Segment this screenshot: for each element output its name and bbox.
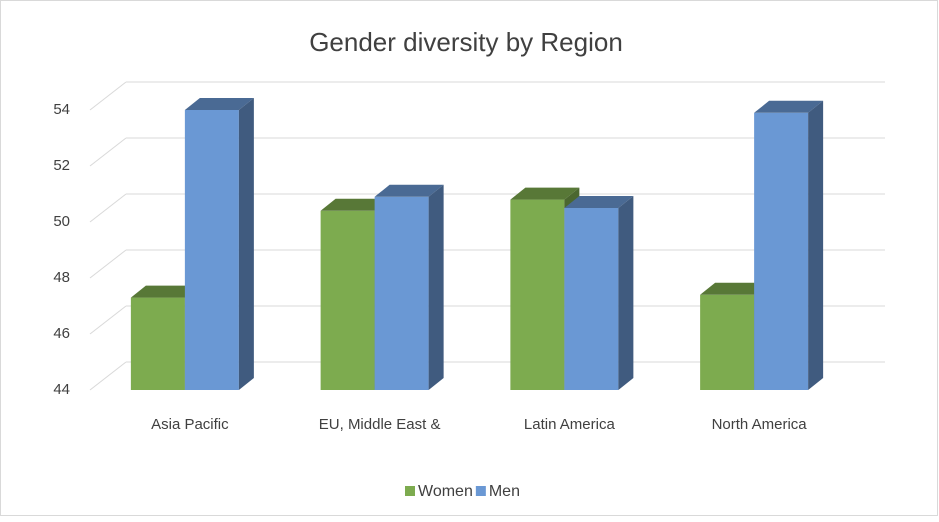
grid-line xyxy=(89,137,127,167)
legend-swatch xyxy=(405,486,415,496)
bar xyxy=(130,297,185,390)
bar-top xyxy=(374,184,444,197)
bar xyxy=(320,210,375,390)
bar-top xyxy=(130,285,200,298)
bar-side xyxy=(238,98,254,390)
legend-swatch xyxy=(475,486,486,496)
bar-top xyxy=(564,196,634,208)
bar-side xyxy=(808,100,824,391)
y-tick-label: 50 xyxy=(53,213,70,230)
x-tick-label: North America xyxy=(712,416,808,433)
bar-side xyxy=(618,196,634,390)
bar xyxy=(510,199,565,390)
bar xyxy=(184,110,239,390)
x-tick-label: Asia Pacific xyxy=(151,416,229,433)
bar-side xyxy=(428,184,444,390)
bar-top xyxy=(700,282,770,295)
y-tick-label: 52 xyxy=(53,157,70,174)
x-tick-label: Latin America xyxy=(524,416,616,433)
bar xyxy=(564,208,619,390)
x-tick-label: EU, Middle East & xyxy=(319,416,441,433)
bar-top xyxy=(510,187,580,200)
bar xyxy=(700,294,755,390)
y-tick-label: 54 xyxy=(53,101,70,118)
grid-line xyxy=(89,193,127,223)
bar-top xyxy=(184,98,254,110)
legend-label: Men xyxy=(489,483,520,500)
bar-top xyxy=(320,198,390,211)
grid-line xyxy=(89,81,127,111)
y-tick-label: 48 xyxy=(53,269,70,286)
bar-top xyxy=(754,100,824,113)
y-tick-label: 44 xyxy=(53,381,70,398)
bar xyxy=(374,196,429,390)
grid-line xyxy=(89,305,127,335)
grid-line xyxy=(89,361,127,391)
grid-line xyxy=(89,249,127,279)
legend-label: Women xyxy=(418,483,473,500)
y-tick-label: 46 xyxy=(53,325,70,342)
chart-title: Gender diversity by Region xyxy=(309,27,623,57)
bar xyxy=(754,112,809,391)
